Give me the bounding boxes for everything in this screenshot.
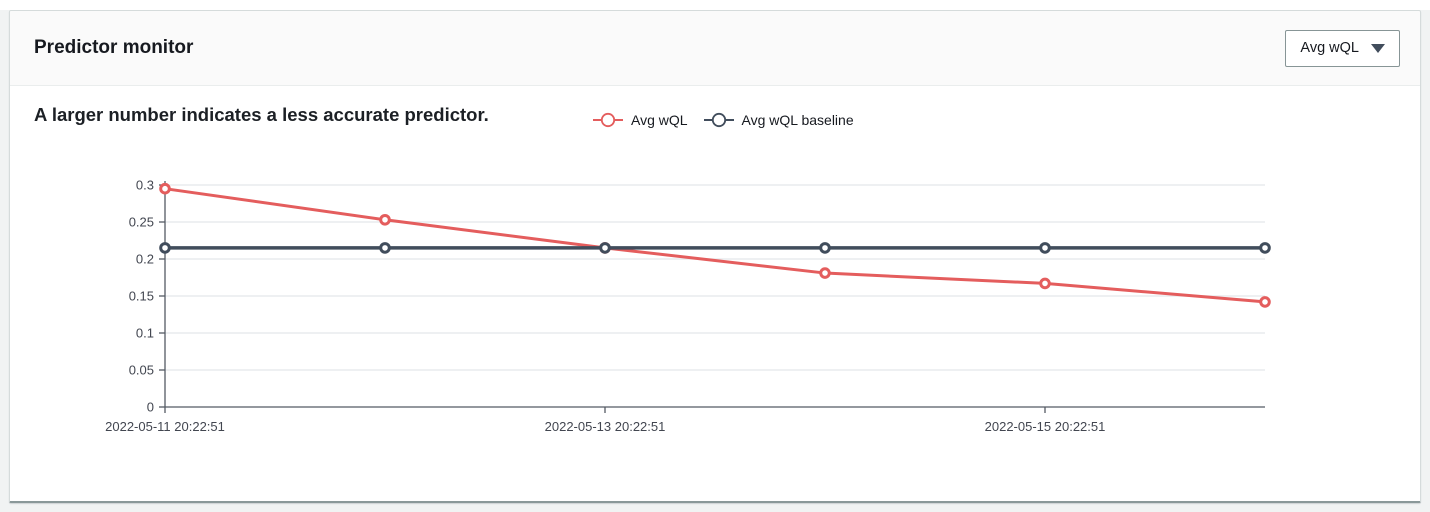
card-header: Predictor monitor Avg wQL bbox=[10, 11, 1420, 86]
data-point bbox=[379, 242, 391, 254]
y-tick-label: 0.05 bbox=[129, 363, 154, 378]
data-point bbox=[1039, 242, 1051, 254]
data-point bbox=[159, 182, 171, 195]
card-content: A larger number indicates a less accurat… bbox=[10, 86, 1420, 502]
y-tick-label: 0.1 bbox=[136, 326, 154, 341]
y-tick-label: 0.3 bbox=[136, 178, 154, 193]
metric-dropdown[interactable]: Avg wQL bbox=[1285, 29, 1400, 67]
data-point bbox=[379, 213, 391, 226]
y-tick-label: 0.15 bbox=[129, 289, 154, 304]
y-tick-label: 0.25 bbox=[129, 215, 154, 230]
metric-dropdown-label: Avg wQL bbox=[1300, 40, 1359, 56]
legend-marker-icon bbox=[593, 112, 623, 128]
data-point bbox=[1259, 296, 1271, 308]
legend-item-avg-wql-baseline[interactable]: Avg wQL baseline bbox=[703, 112, 854, 128]
y-tick-label: 0 bbox=[147, 400, 154, 415]
x-tick-label: 2022-05-13 20:22:51 bbox=[545, 419, 666, 434]
data-point bbox=[1039, 277, 1051, 290]
legend-label: Avg wQL baseline bbox=[741, 112, 854, 128]
chart-subtitle: A larger number indicates a less accurat… bbox=[34, 104, 489, 125]
y-tick-label: 0.2 bbox=[136, 252, 154, 267]
x-tick-label: 2022-05-15 20:22:51 bbox=[985, 419, 1106, 434]
x-tick-label: 2022-05-11 20:22:51 bbox=[105, 419, 225, 434]
data-point bbox=[599, 242, 611, 254]
legend-marker-icon bbox=[703, 112, 734, 128]
series-avg-wql bbox=[159, 182, 1271, 308]
page-title: Predictor monitor bbox=[34, 37, 194, 58]
chart-legend: Avg wQL Avg wQL baseline bbox=[593, 112, 854, 128]
data-point bbox=[819, 267, 831, 279]
data-point bbox=[819, 242, 831, 254]
predictor-monitor-card: Predictor monitor Avg wQL A larger numbe… bbox=[9, 10, 1421, 503]
series-avg-wql-baseline bbox=[159, 242, 1271, 254]
data-point bbox=[159, 242, 171, 254]
chart-area: 0 0.05 0.1 0.15 0.2 0.25 0.3 2022-05-11 20:22:5… bbox=[10, 160, 1420, 460]
legend-label: Avg wQL bbox=[631, 112, 688, 128]
caret-down-icon bbox=[1371, 43, 1385, 53]
axes: 0 0.05 0.1 0.15 0.2 0.25 0.3 2022-05-11 20:22:5… bbox=[105, 178, 1265, 434]
predictor-chart[interactable]: 0 0.05 0.1 0.15 0.2 0.25 0.3 2022-05-11 20:22:5… bbox=[10, 160, 1420, 460]
data-point bbox=[1259, 242, 1271, 254]
legend-item-avg-wql[interactable]: Avg wQL bbox=[593, 112, 688, 128]
